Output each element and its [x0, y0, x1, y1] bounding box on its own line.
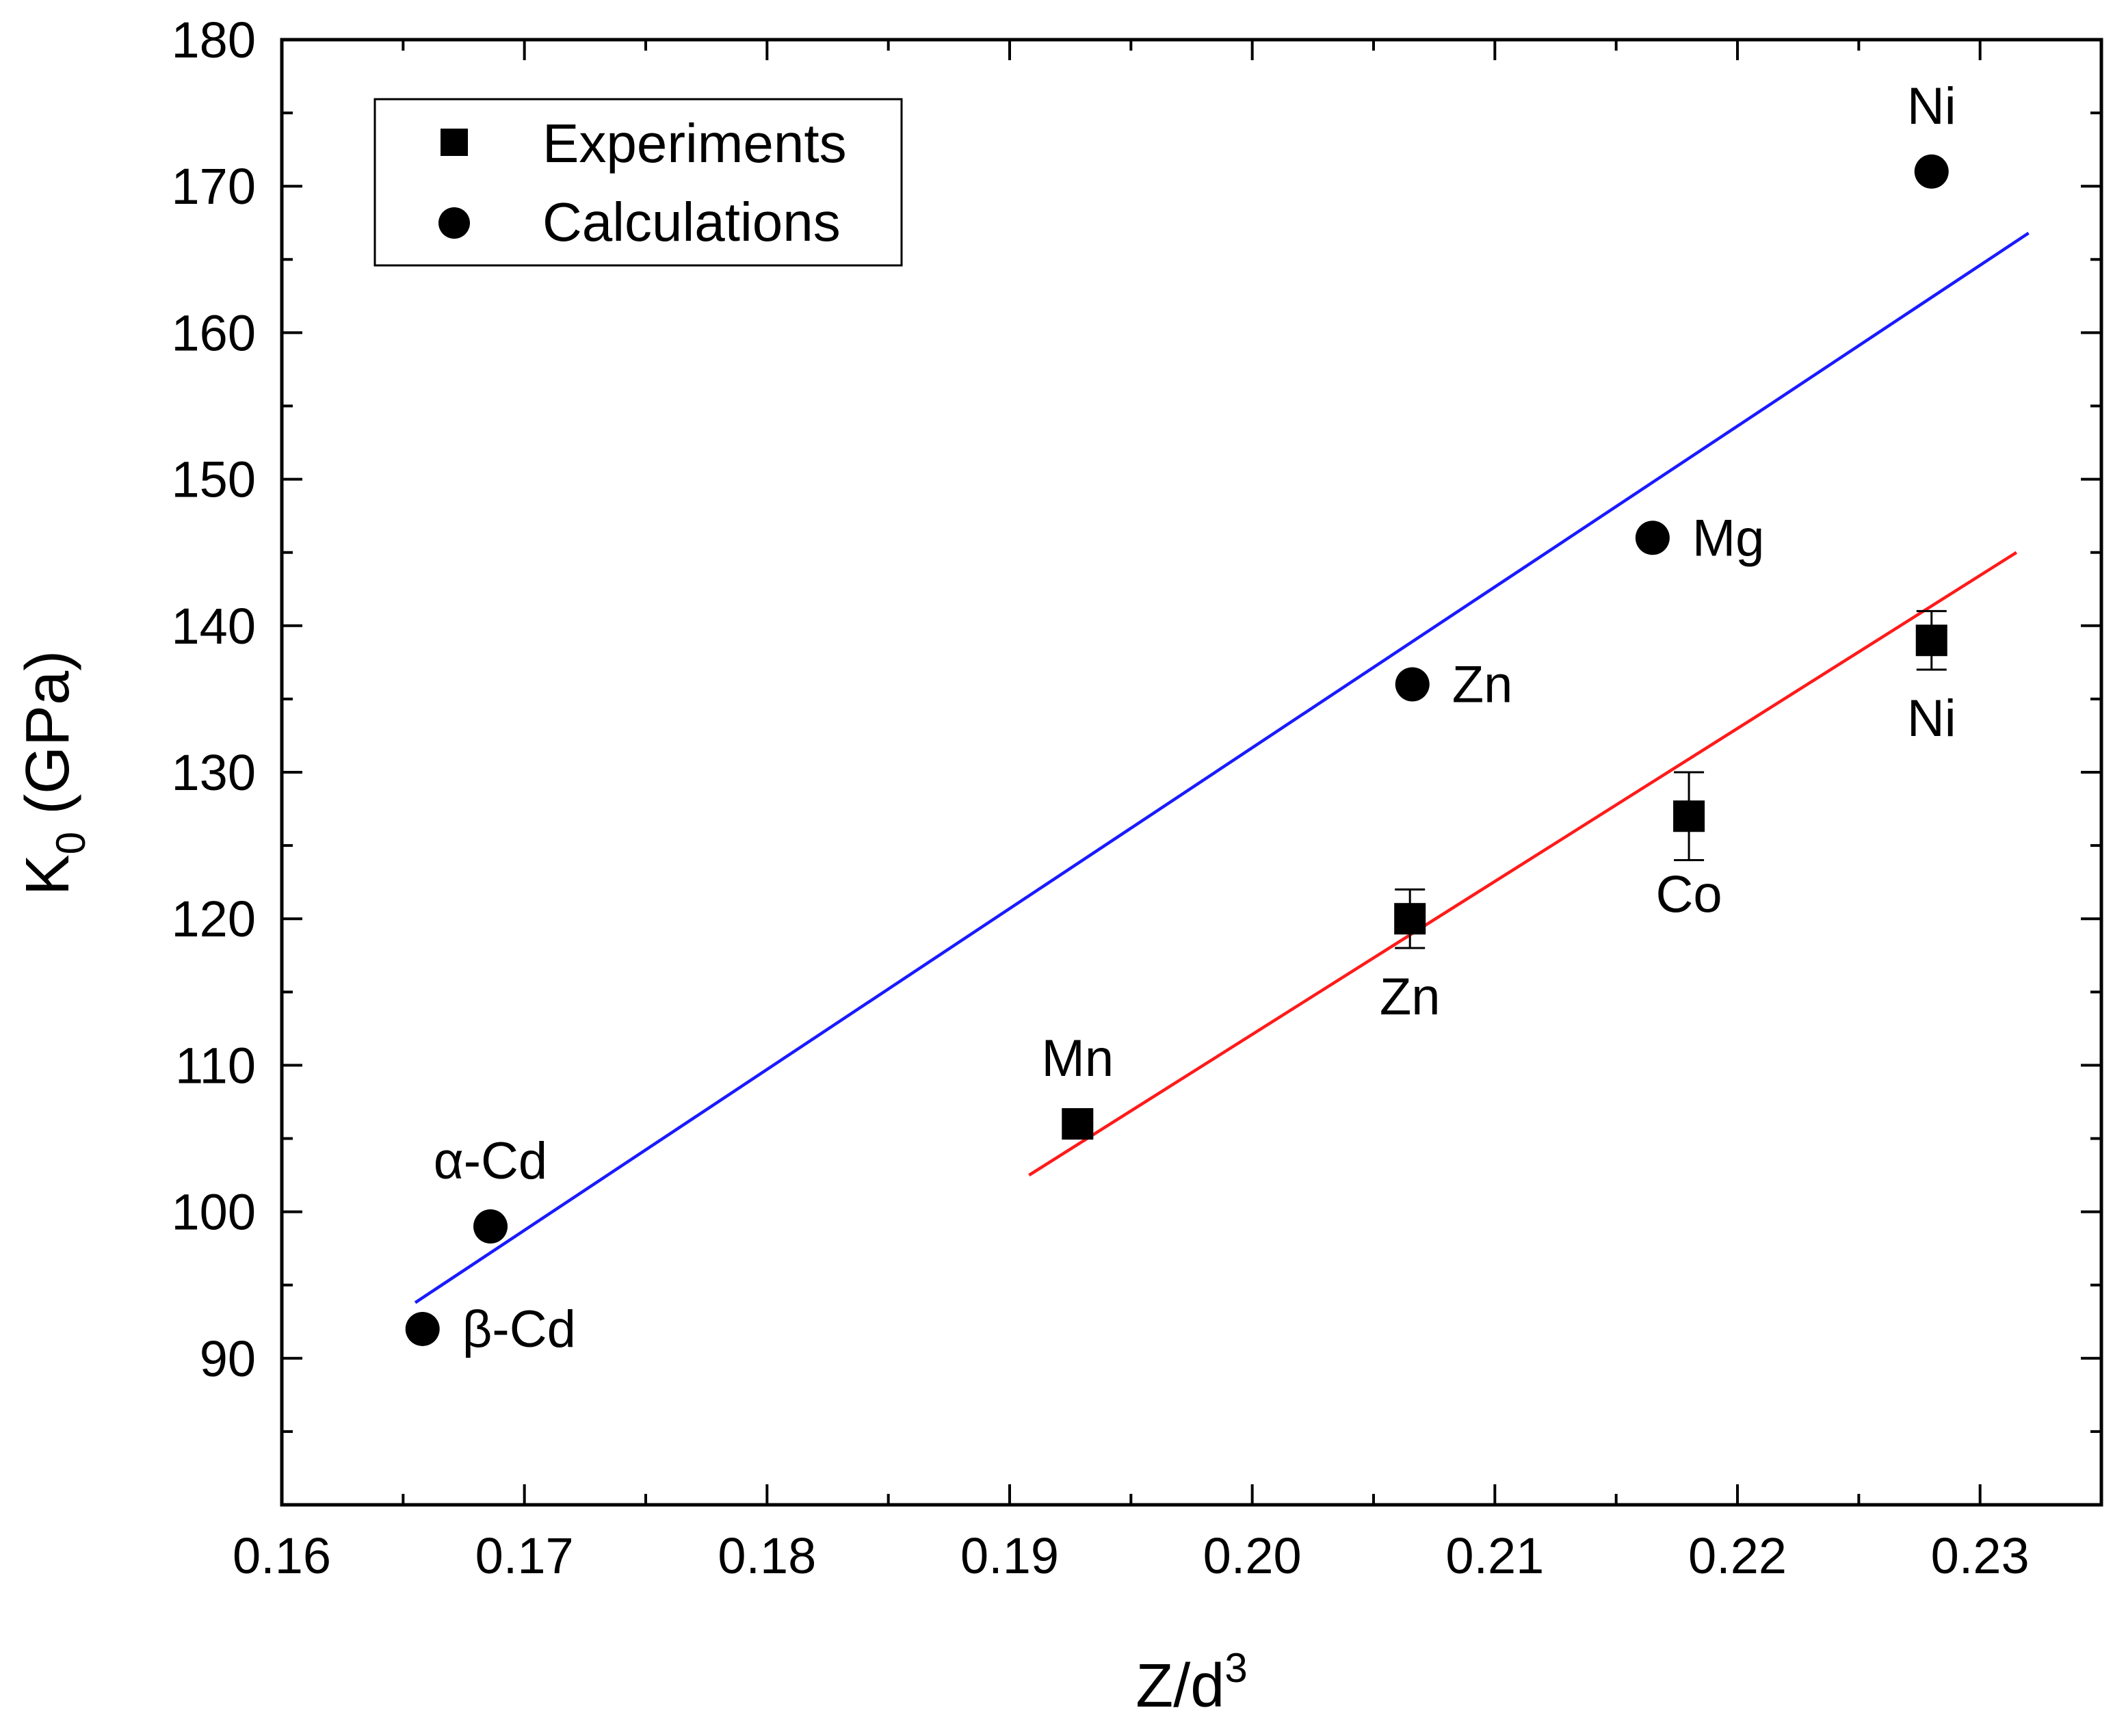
experiment-point — [1394, 903, 1426, 935]
legend-circle-marker — [438, 207, 470, 239]
fit-lines — [414, 231, 2030, 1304]
y-axis-title: K0 (GPa) — [14, 650, 94, 895]
legend-label-experiments: Experiments — [542, 113, 847, 174]
x-tick-label: 0.22 — [1688, 1527, 1787, 1584]
calculations-fit-line — [414, 231, 2030, 1304]
y-tick-label: 120 — [172, 891, 256, 947]
calculation-point — [1914, 154, 1949, 189]
calculation-point — [1395, 667, 1430, 702]
point-labels: Mn Zn Co Ni β-Cd α-Cd Zn Mg Ni — [434, 77, 1956, 1358]
x-tick-label: 0.18 — [718, 1527, 816, 1584]
calculation-point — [1635, 521, 1670, 555]
experiment-point — [1062, 1108, 1094, 1140]
experiment-point — [1915, 624, 1947, 657]
y-tick-label: 150 — [172, 451, 256, 508]
calculation-point — [405, 1311, 440, 1346]
legend: Experiments Calculations — [373, 98, 903, 267]
x-tick-label: 0.17 — [475, 1527, 574, 1584]
point-label: Zn — [1380, 968, 1441, 1026]
x-axis-title: Z/d3 — [1136, 1645, 1247, 1720]
x-tick-label: 0.20 — [1203, 1527, 1302, 1584]
y-tick-label: 110 — [175, 1037, 256, 1094]
point-label: Zn — [1452, 655, 1513, 713]
y-tick-label: 100 — [172, 1184, 256, 1241]
y-tick-label: 130 — [172, 744, 256, 801]
point-label: Co — [1655, 865, 1722, 923]
point-label: β-Cd — [462, 1300, 576, 1358]
legend-box — [373, 98, 903, 267]
y-tick-label: 170 — [172, 158, 256, 215]
point-label: Mg — [1692, 509, 1765, 567]
x-tick-label: 0.16 — [233, 1527, 331, 1584]
calculation-point — [473, 1209, 508, 1244]
experiment-point — [1673, 800, 1705, 832]
point-label: Mn — [1042, 1029, 1114, 1088]
legend-label-calculations: Calculations — [542, 192, 841, 252]
point-label: α-Cd — [434, 1132, 547, 1190]
experiments-fit-line — [1028, 551, 2018, 1176]
y-tick-label: 180 — [172, 12, 256, 68]
x-tick-label: 0.19 — [960, 1527, 1059, 1584]
point-label: Ni — [1907, 689, 1956, 748]
y-tick-label: 160 — [172, 304, 256, 361]
plot-frame — [280, 38, 2103, 1507]
y-tick-label: 90 — [200, 1330, 256, 1387]
legend-square-marker — [441, 129, 468, 156]
x-tick-label: 0.21 — [1445, 1527, 1544, 1584]
data-points — [405, 154, 1949, 1346]
point-label: Ni — [1907, 77, 1956, 135]
y-tick-label: 140 — [172, 598, 256, 655]
x-tick-label: 0.23 — [1931, 1527, 2030, 1584]
tick-labels: 0.16 0.17 0.18 0.19 0.20 0.21 0.22 0.23 90 100 110… — [172, 12, 2030, 1584]
